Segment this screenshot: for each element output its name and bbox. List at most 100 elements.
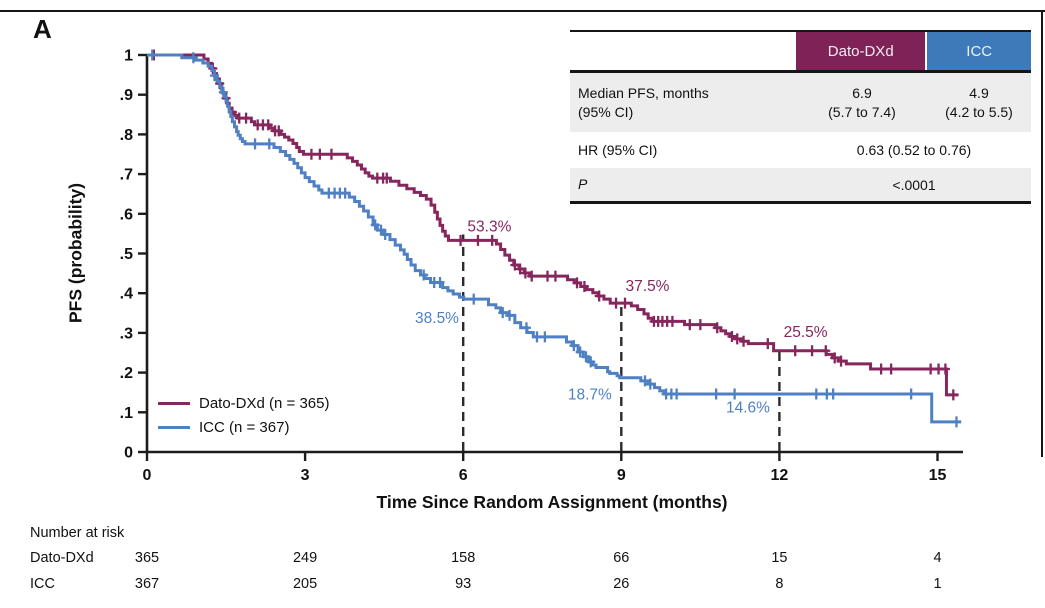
legend-item-icc: ICC (n = 367) — [158, 415, 329, 439]
censor-mark — [926, 363, 936, 375]
censor-mark — [250, 138, 260, 150]
stats-row-label: HR (95% CI) — [578, 141, 658, 158]
stats-value-line: (5.7 to 7.4) — [828, 103, 896, 120]
censor-mark — [218, 86, 228, 98]
censor-mark — [667, 315, 677, 327]
stats-value-hr: 0.63 (0.52 to 0.76) — [856, 142, 972, 158]
survival-rate-annotation: 25.5% — [784, 324, 828, 341]
censor-mark — [209, 70, 219, 82]
x-tick-label: 3 — [301, 467, 310, 484]
censor-mark — [645, 378, 655, 390]
stats-row-label: P — [578, 176, 588, 193]
censor-mark — [886, 363, 896, 375]
x-axis-title: Time Since Random Assignment (months) — [376, 492, 728, 512]
censor-mark — [739, 335, 749, 347]
censor-mark — [569, 340, 579, 352]
figure-right-border — [1041, 10, 1043, 457]
x-tick-label: 0 — [143, 467, 152, 484]
y-tick-label: .6 — [120, 206, 133, 223]
censor-mark — [836, 355, 846, 367]
censor-mark — [527, 270, 537, 282]
censor-mark — [807, 345, 817, 357]
censor-mark — [695, 319, 705, 331]
stats-value-dato: 6.9 (5.7 to 7.4) — [797, 84, 927, 122]
censor-mark — [730, 388, 740, 400]
y-tick-label: 0 — [124, 445, 133, 462]
stats-row-median-pfs: Median PFS, months (95% CI) 6.9 (5.7 to … — [570, 73, 1031, 132]
censor-mark — [940, 363, 950, 375]
legend-line-swatch — [158, 425, 190, 429]
censor-mark — [586, 356, 596, 368]
censor-mark — [147, 49, 157, 61]
stats-label-line: Median PFS, months — [578, 84, 709, 101]
censor-mark — [515, 263, 525, 275]
x-tick-label: 12 — [771, 467, 789, 484]
censor-mark — [380, 228, 390, 240]
censor-mark — [487, 234, 497, 246]
legend-label: ICC (n = 367) — [199, 418, 290, 436]
legend-label: Dato-DXd (n = 365) — [199, 394, 330, 412]
censor-mark — [306, 148, 316, 160]
stats-value-p: <.0001 — [892, 176, 936, 193]
stats-header-icc: ICC — [925, 32, 1031, 70]
y-axis-title: PFS (probability) — [65, 183, 86, 323]
censor-mark — [711, 388, 721, 400]
stats-table-header: Dato-DXd ICC — [570, 32, 1031, 73]
y-tick-label: .7 — [120, 167, 133, 184]
figure-top-border — [0, 10, 1045, 12]
censor-mark — [572, 277, 582, 289]
censor-mark — [811, 388, 821, 400]
censor-mark — [685, 319, 695, 331]
stats-header-spacer — [570, 32, 797, 70]
censor-mark — [640, 375, 650, 387]
censor-mark — [456, 234, 466, 246]
censor-mark — [951, 416, 961, 428]
censor-mark — [370, 219, 380, 231]
censor-mark — [521, 322, 531, 334]
censor-mark — [315, 148, 325, 160]
censor-mark — [821, 345, 831, 357]
censor-mark — [550, 270, 560, 282]
censor-mark — [906, 388, 916, 400]
censor-mark — [520, 267, 530, 279]
censor-mark — [264, 138, 274, 150]
stats-header-dato: Dato-DXd — [796, 32, 926, 70]
stats-row-p: P <.0001 — [570, 168, 1031, 201]
survival-rate-annotation: 14.6% — [726, 399, 770, 416]
censor-mark — [532, 331, 542, 343]
censor-mark — [505, 309, 515, 321]
survival-rate-annotation: 37.5% — [626, 278, 670, 295]
panel-label: A — [33, 14, 52, 44]
legend: Dato-DXd (n = 365) ICC (n = 367) — [158, 391, 329, 439]
stats-value-line: 4.9 — [969, 84, 989, 101]
censor-mark — [620, 297, 630, 309]
stats-value-line: (4.2 to 5.5) — [945, 103, 1013, 120]
censor-mark — [581, 351, 591, 363]
censor-mark — [543, 270, 553, 282]
censor-mark — [712, 322, 722, 334]
stats-label-line: (95% CI) — [578, 103, 634, 120]
censor-mark — [594, 290, 604, 302]
censor-mark — [473, 234, 483, 246]
y-tick-label: .9 — [120, 87, 133, 104]
censor-mark — [469, 293, 479, 305]
censor-mark — [948, 389, 958, 401]
censor-mark — [435, 276, 445, 288]
y-tick-label: .1 — [120, 405, 133, 422]
censor-mark — [727, 330, 737, 342]
legend-line-swatch — [158, 401, 190, 405]
censor-mark — [732, 333, 742, 345]
legend-item-dato: Dato-DXd (n = 365) — [158, 391, 329, 415]
survival-rate-annotation: 53.3% — [467, 219, 511, 236]
censor-mark — [188, 52, 198, 64]
censor-mark — [419, 269, 429, 281]
censor-mark — [498, 307, 508, 319]
censor-mark — [611, 297, 621, 309]
stats-value-line: 6.9 — [852, 84, 872, 101]
x-tick-label: 15 — [929, 467, 947, 484]
censor-mark — [763, 338, 773, 350]
x-tick-label: 6 — [459, 467, 468, 484]
x-tick-label: 9 — [617, 467, 626, 484]
censor-mark — [828, 388, 838, 400]
